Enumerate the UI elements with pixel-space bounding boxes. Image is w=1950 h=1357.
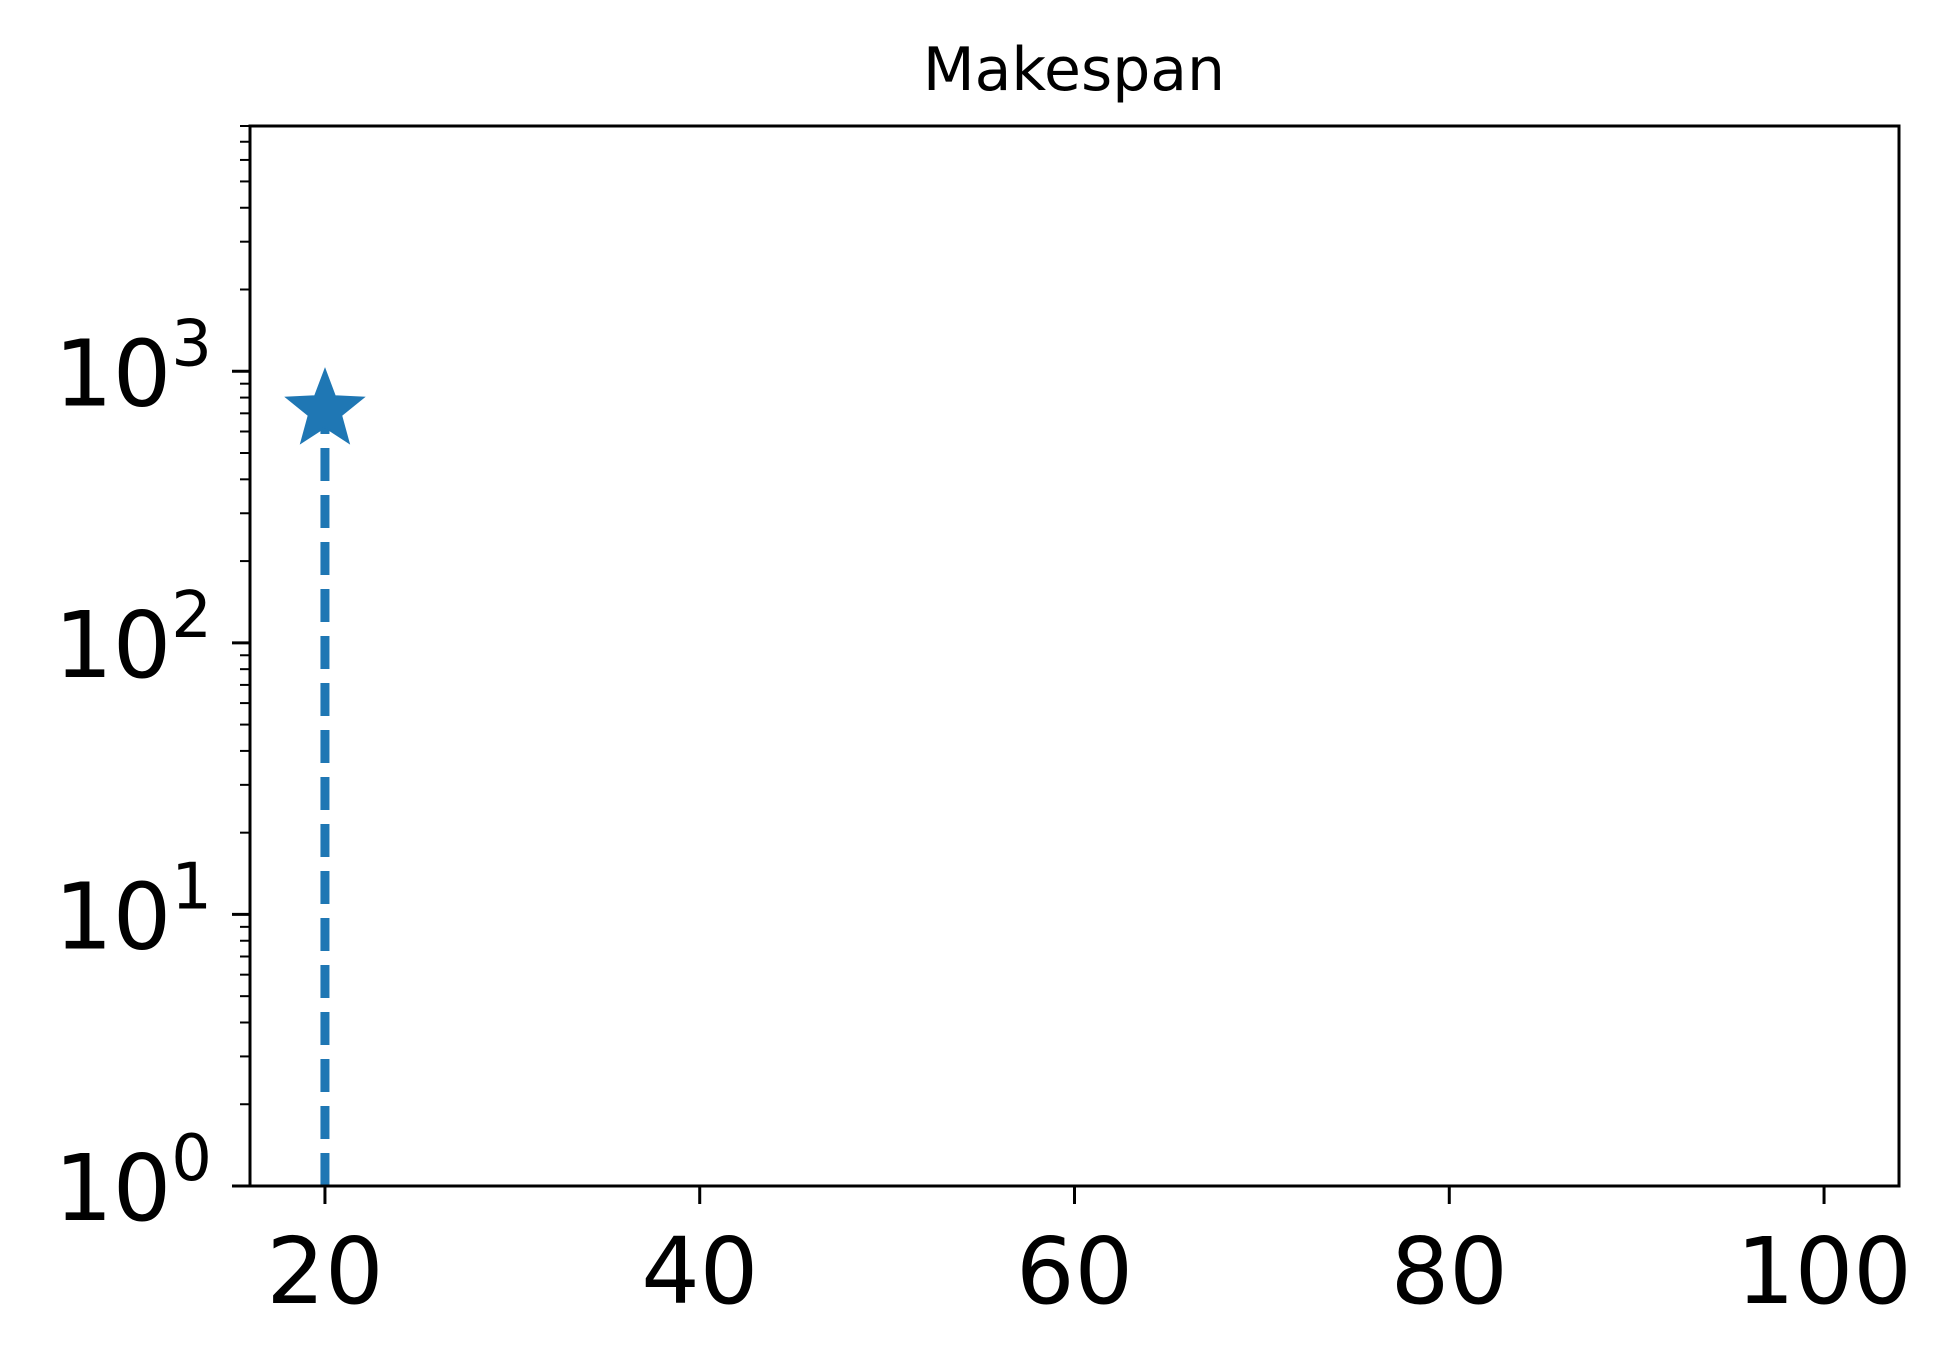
chart-title: Makespan	[923, 35, 1225, 105]
star-marker	[284, 367, 366, 445]
axes-frame	[248, 124, 1901, 1188]
x-tick-label: 60	[1016, 1218, 1133, 1325]
x-tick-label: 100	[1736, 1218, 1912, 1325]
plot-area	[284, 367, 366, 1186]
axes-ticks: 20 40 60 80 100 100 101 102 103	[54, 125, 1912, 1325]
x-tick-label: 20	[266, 1218, 383, 1325]
x-tick-label: 40	[641, 1218, 758, 1325]
x-tick-label: 80	[1391, 1218, 1508, 1325]
y-tick-label: 101	[54, 850, 212, 970]
y-tick-label: 100	[54, 1122, 212, 1242]
y-tick-label: 102	[54, 579, 212, 699]
y-tick-label: 103	[54, 307, 212, 427]
